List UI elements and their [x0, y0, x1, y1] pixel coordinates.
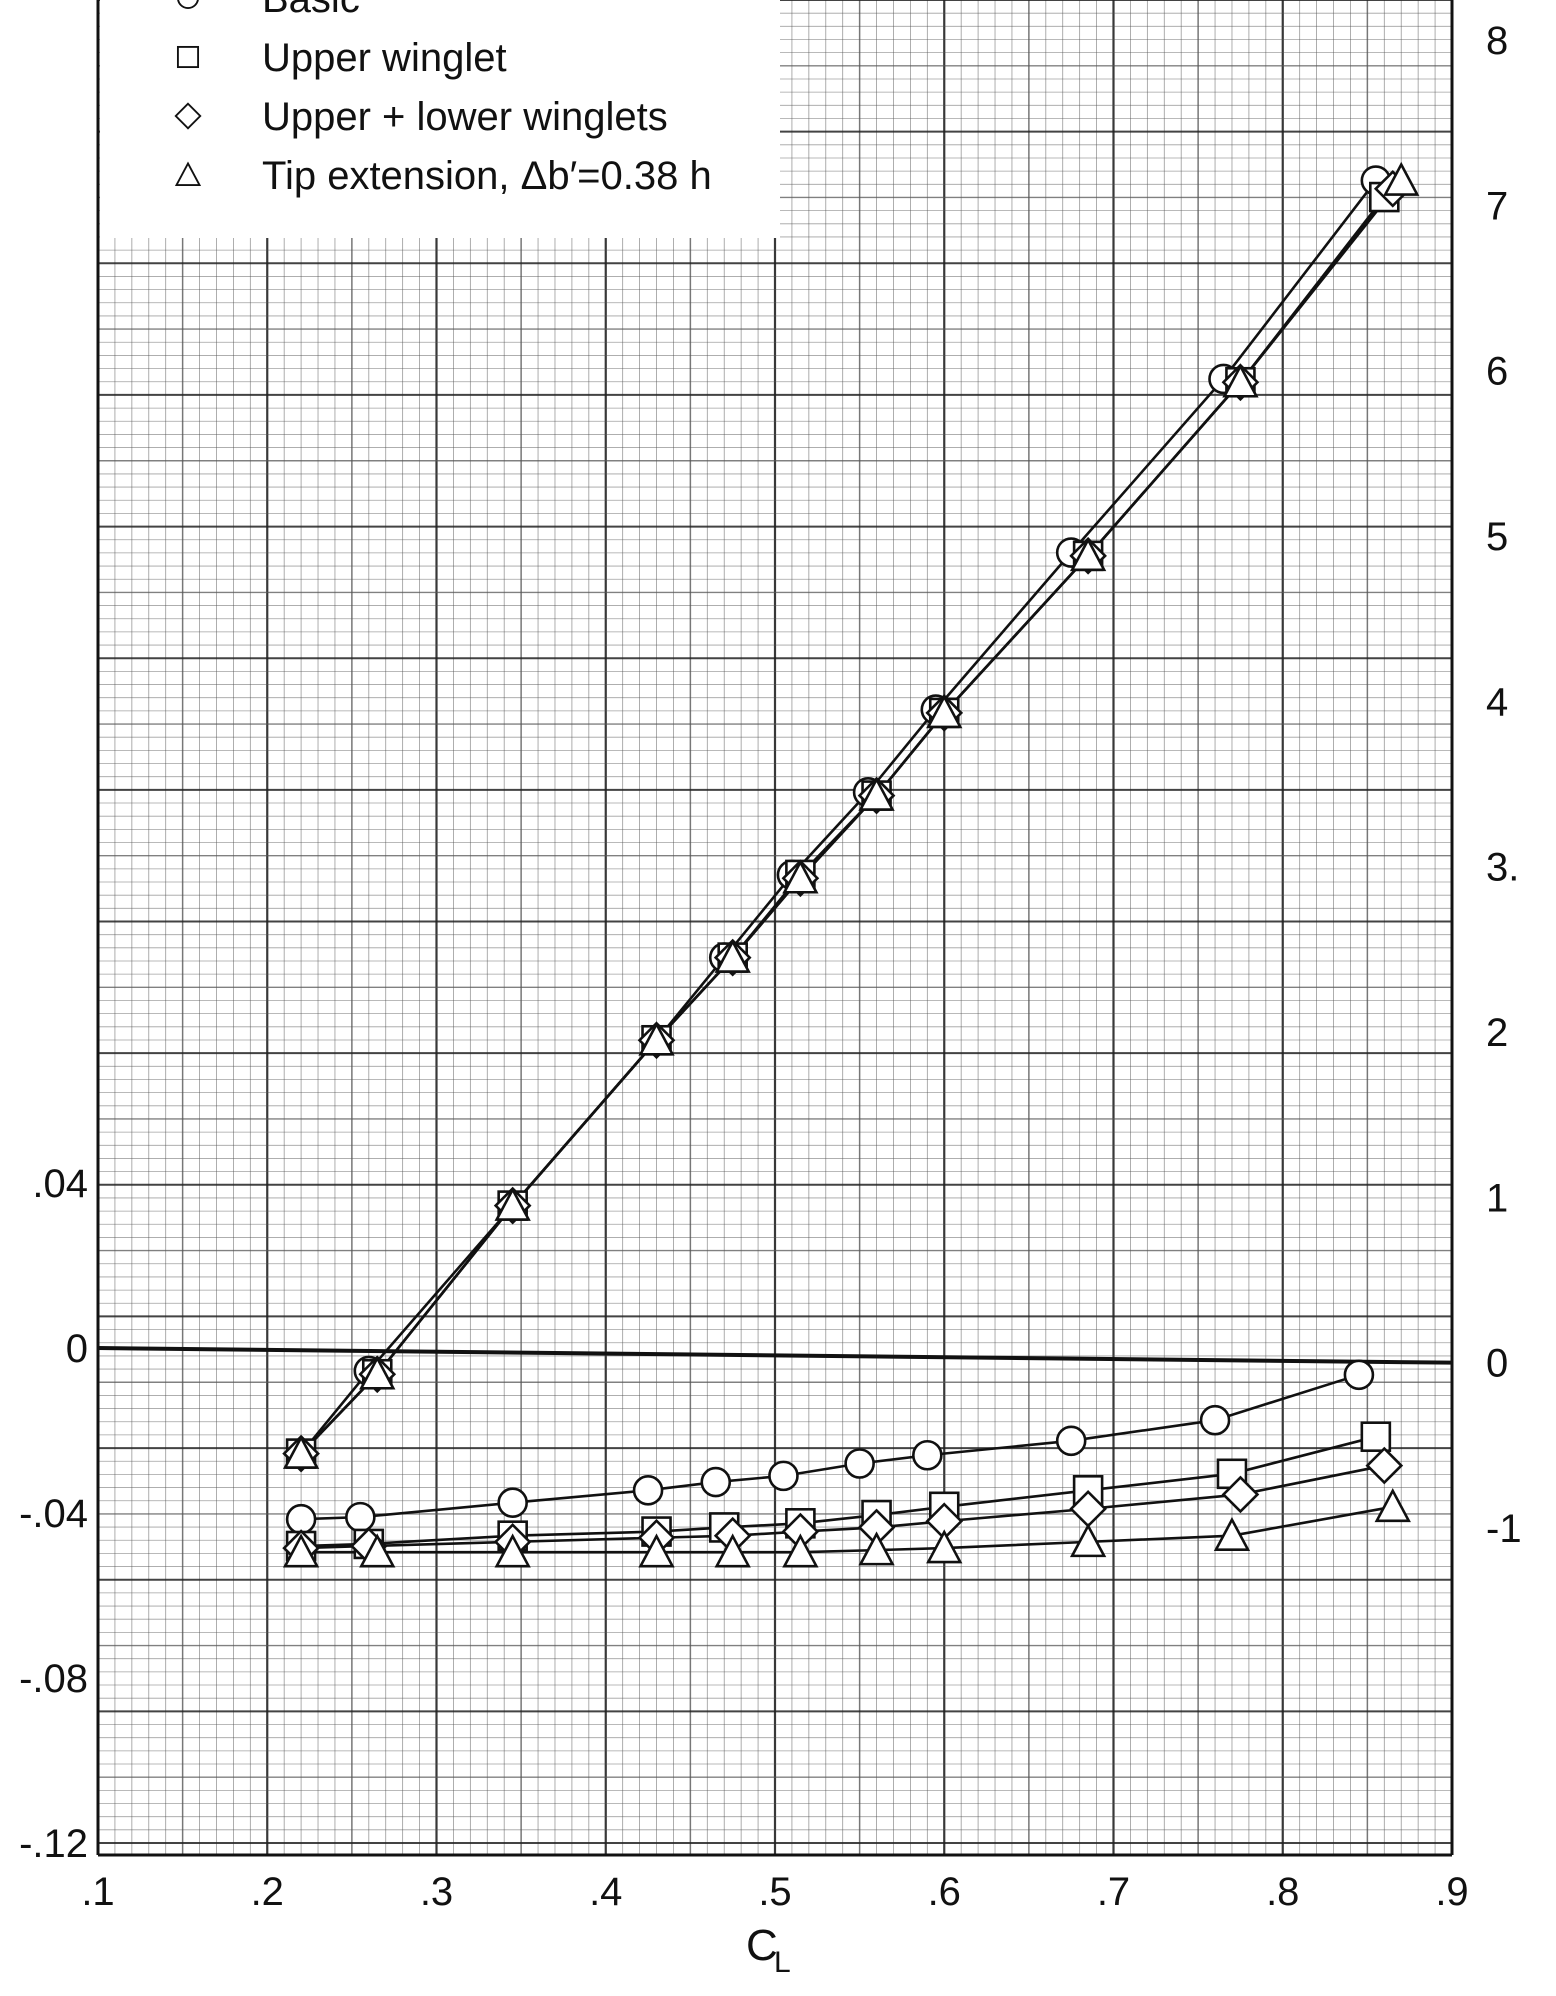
right-tick-label: 0	[1486, 1342, 1508, 1386]
lower-curve-circle-point	[345, 1501, 376, 1533]
legend-label: Upper + lower winglets	[262, 95, 668, 139]
lower-curve-circle-point	[700, 1466, 732, 1498]
legend-label: Basic	[262, 0, 360, 21]
left-tick-label: -.12	[19, 1822, 88, 1866]
legend-label: Upper winglet	[262, 36, 507, 80]
lower-curve-triangle-point	[638, 1533, 675, 1568]
lower-curve-circle-point	[632, 1475, 664, 1506]
axes	[96, 0, 1454, 1857]
right-tick-label: 8	[1486, 19, 1508, 63]
lower-curve-triangle-point	[1213, 1516, 1251, 1551]
lower-curve-circle-point	[497, 1487, 528, 1518]
upper-curve-triangle-point	[782, 859, 819, 894]
right-tick-label: 6	[1486, 350, 1508, 394]
x-tick-label: .9	[1435, 1870, 1468, 1914]
tick-labels: .1 .2 .3 .4 .5 .6 .7 .8 .9 .04 0 -.04 -.08 -.12 8 7 6 5 4 3…	[19, 19, 1522, 1914]
lower-curve-triangle-point	[494, 1533, 531, 1568]
lower-curve-circle-point	[912, 1439, 943, 1471]
right-tick-label: 7	[1486, 184, 1508, 228]
lower-curve-circle-point	[1343, 1359, 1375, 1391]
lower-curve-circle-point	[1199, 1404, 1231, 1436]
x-tick-label: .3	[420, 1870, 453, 1914]
lower-curve-triangle-point	[858, 1531, 895, 1566]
left-tick-label: -.04	[19, 1492, 88, 1536]
grid	[96, 0, 1454, 1855]
right-tick-label: 3.	[1486, 846, 1519, 890]
upper-curve-triangle-point	[1383, 161, 1420, 196]
lower-curve-triangle-point	[282, 1533, 320, 1568]
x-tick-label: .4	[589, 1870, 622, 1914]
x-tick-label: .7	[1097, 1870, 1130, 1914]
upper-curve-triangle-point	[1069, 537, 1107, 572]
x-axis-label: C	[746, 1921, 778, 1970]
legend-square-marker	[176, 45, 200, 69]
series-layer	[282, 161, 1420, 1568]
lower-curve-triangle-point	[782, 1533, 819, 1568]
lower-curve-circle-point	[1055, 1425, 1087, 1457]
legend-triangle-marker	[174, 161, 202, 187]
lower-curve-square-point	[1360, 1421, 1392, 1452]
legend-box	[100, 0, 780, 238]
upper-curve-triangle-point	[858, 776, 895, 811]
x-tick-label: .8	[1266, 1870, 1299, 1914]
lower-curve-triangle-point	[1069, 1523, 1107, 1558]
lower-curve-triangle-point	[926, 1529, 963, 1564]
upper-curve-triangle-point	[1222, 363, 1259, 398]
left-tick-label: -.08	[19, 1657, 88, 1701]
left-tick-label: 0	[66, 1327, 88, 1371]
lower-curve-triangle-point	[359, 1533, 396, 1568]
right-tick-label: -1	[1486, 1507, 1522, 1551]
lower-curve-triangle-point	[1374, 1488, 1411, 1523]
lower-curve-circle-point	[285, 1503, 317, 1535]
right-tick-label: 5	[1486, 515, 1508, 559]
zero-line	[97, 1346, 1453, 1365]
upper-curve-triangle-point	[282, 1434, 320, 1469]
x-tick-label: .2	[251, 1870, 284, 1914]
legend-diamond-marker	[174, 102, 202, 130]
legend-items: Basic Upper winglet Upper + lower winglets…	[174, 0, 712, 198]
legend-label: Tip extension, Δb′=0.38 h	[262, 154, 712, 198]
lower-curve-triangle-point	[714, 1533, 751, 1568]
upper-curve-triangle-point	[494, 1186, 531, 1221]
x-tick-label: .5	[758, 1870, 791, 1914]
x-tick-label: .1	[81, 1870, 114, 1914]
right-tick-label: 1	[1486, 1176, 1508, 1220]
lower-curve-circle-point	[768, 1460, 799, 1492]
right-tick-label: 2	[1486, 1011, 1508, 1055]
upper-curve-triangle-point	[926, 694, 963, 729]
legend-circle-marker	[177, 0, 199, 10]
left-tick-label: .04	[32, 1162, 88, 1206]
x-tick-label: .6	[928, 1870, 961, 1914]
legend: Basic Upper winglet Upper + lower winglets…	[100, 0, 780, 238]
x-axis-label-subscript: L	[774, 1946, 791, 1979]
upper-curve-triangle-point	[714, 938, 751, 973]
lower-curve-circle-point	[844, 1448, 875, 1479]
upper-curve-triangle-point	[359, 1355, 396, 1390]
upper-curve-triangle-point	[638, 1021, 675, 1056]
lower-curve-diamond-point	[1365, 1446, 1404, 1485]
lower-curve-diamond-point	[1221, 1475, 1260, 1514]
right-tick-label: 4	[1486, 680, 1508, 724]
